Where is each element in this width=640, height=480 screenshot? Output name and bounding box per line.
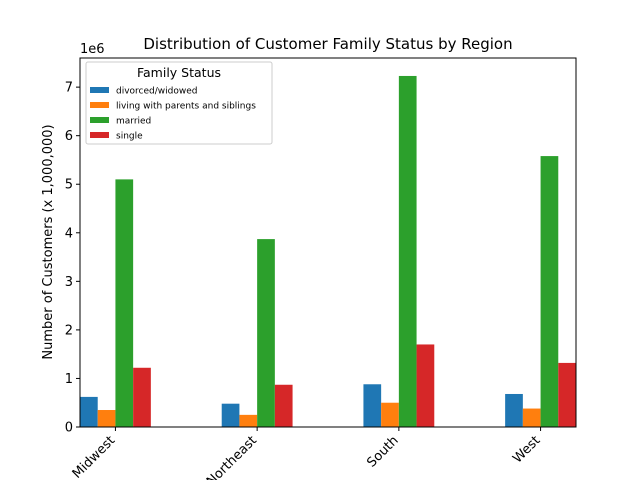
plot-frame [79, 57, 577, 428]
x-tick-label: Midwest [70, 433, 119, 480]
y-offset-label: 1e6 [80, 42, 105, 57]
y-tick-label: 1 [65, 372, 73, 387]
legend-label: divorced/widowed [116, 87, 197, 97]
y-tick-label: 4 [65, 226, 73, 241]
legend-swatch [90, 132, 109, 138]
x-tick-label: South [364, 433, 401, 470]
y-tick-label: 5 [65, 178, 73, 193]
legend-label: living with parents and siblings [116, 102, 256, 112]
y-tick-label: 6 [65, 129, 73, 144]
y-tick-label: 7 [65, 81, 73, 96]
chart-title: Distribution of Customer Family Status b… [143, 35, 512, 53]
x-axis: Midwest Northeast South West [70, 427, 543, 480]
bar [274, 384, 293, 427]
bar [416, 344, 435, 427]
bar [398, 75, 417, 428]
legend: Family Status divorced/widowed living with… [85, 61, 273, 145]
bar [505, 393, 523, 427]
y-axis-label: Number of Customers (x 1,000,000) [41, 124, 56, 359]
bar [558, 362, 576, 427]
bar [80, 396, 98, 427]
bar [133, 367, 151, 427]
legend-swatch [90, 117, 109, 123]
legend-box [85, 61, 273, 145]
bars-group [80, 75, 576, 428]
bar [221, 403, 240, 427]
legend-label: married [116, 117, 151, 127]
x-tick-label: Northeast [204, 433, 260, 480]
legend-swatch [90, 102, 109, 108]
legend-swatch [90, 87, 109, 93]
bar [97, 410, 116, 427]
y-tick-label: 0 [65, 421, 73, 436]
bar [115, 179, 134, 427]
legend-label: single [116, 132, 143, 142]
bar [239, 414, 258, 427]
bar [522, 408, 541, 427]
bar [257, 239, 275, 427]
y-axis: 0 1 2 3 4 5 6 7 [65, 81, 80, 436]
bar [363, 384, 382, 427]
y-tick-label: 2 [65, 323, 73, 338]
y-tick-label: 3 [65, 275, 73, 290]
legend-title: Family Status [137, 65, 221, 80]
x-tick-label: West [510, 433, 543, 466]
bar [540, 156, 559, 427]
bar [381, 402, 399, 427]
